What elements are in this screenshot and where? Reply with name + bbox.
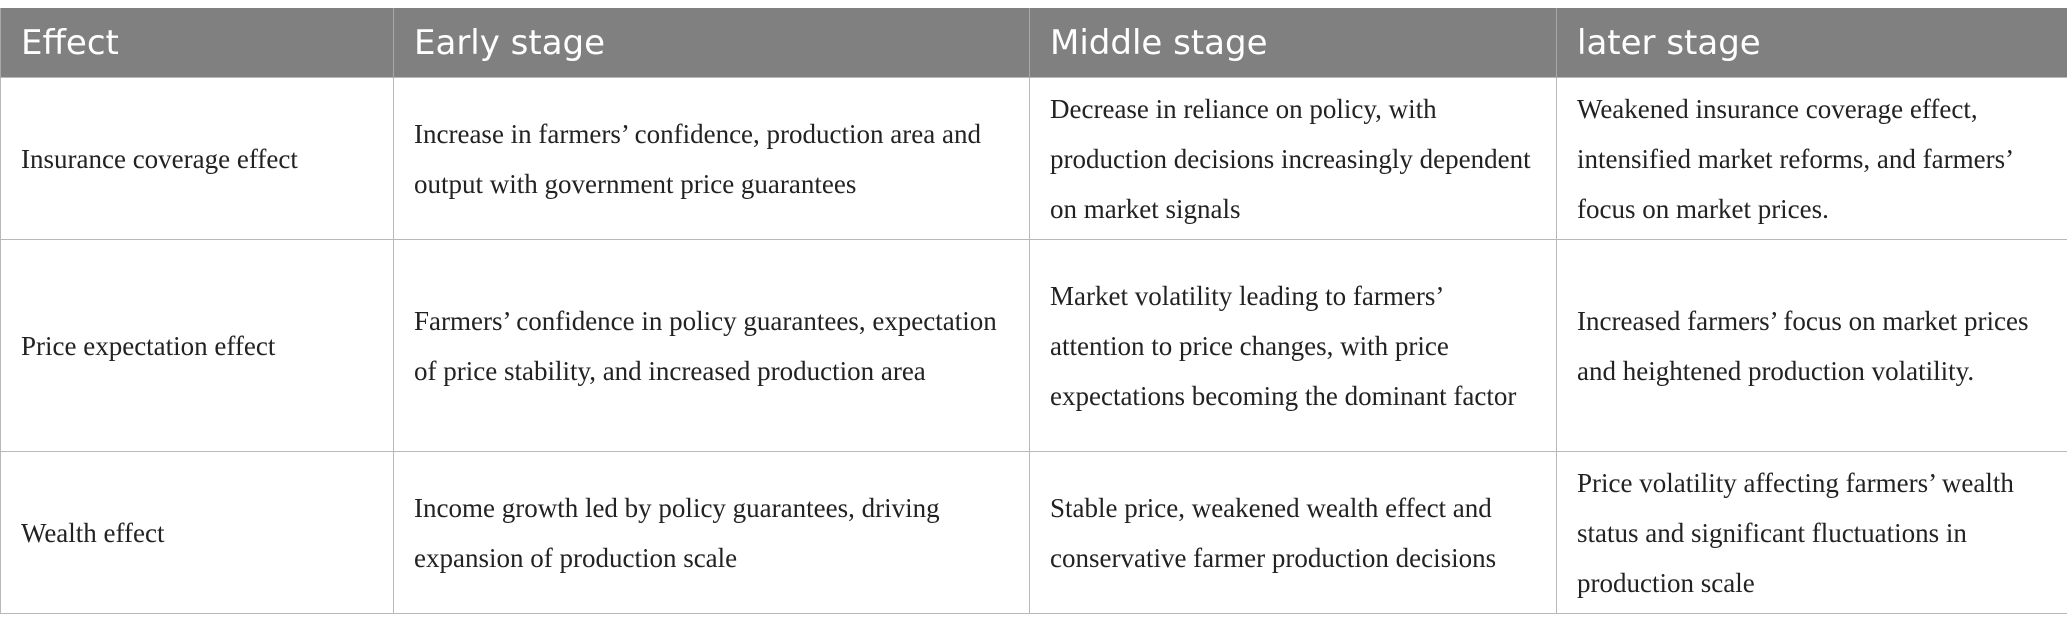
header-later-stage: later stage: [1556, 8, 2067, 78]
cell-effect: Insurance coverage effect: [0, 77, 394, 240]
header-early-stage: Early stage: [393, 8, 1030, 78]
table-body: Insurance coverage effect Increase in fa…: [0, 77, 2067, 614]
cell-middle-stage: Market volatility leading to farmers’ at…: [1029, 239, 1557, 452]
table-row: Insurance coverage effect Increase in fa…: [0, 77, 2067, 240]
header-effect: Effect: [0, 8, 394, 78]
cell-later-stage: Increased farmers’ focus on market price…: [1556, 239, 2067, 452]
cell-effect: Wealth effect: [0, 451, 394, 614]
cell-early-stage: Increase in farmers’ confidence, product…: [393, 77, 1030, 240]
cell-early-stage: Income growth led by policy guarantees, …: [393, 451, 1030, 614]
cell-later-stage: Weakened insurance coverage effect, inte…: [1556, 77, 2067, 240]
header-row: Effect Early stage Middle stage later st…: [0, 8, 2067, 78]
cell-early-stage: Farmers’ confidence in policy guarantees…: [393, 239, 1030, 452]
effects-table-container: Effect Early stage Middle stage later st…: [0, 8, 2067, 614]
effects-table: Effect Early stage Middle stage later st…: [0, 8, 2067, 614]
cell-effect: Price expectation effect: [0, 239, 394, 452]
header-middle-stage: Middle stage: [1029, 8, 1557, 78]
cell-later-stage: Price volatility affecting farmers’ weal…: [1556, 451, 2067, 614]
table-header: Effect Early stage Middle stage later st…: [0, 8, 2067, 78]
cell-middle-stage: Decrease in reliance on policy, with pro…: [1029, 77, 1557, 240]
table-row: Price expectation effect Farmers’ confid…: [0, 239, 2067, 452]
table-row: Wealth effect Income growth led by polic…: [0, 451, 2067, 614]
cell-middle-stage: Stable price, weakened wealth effect and…: [1029, 451, 1557, 614]
